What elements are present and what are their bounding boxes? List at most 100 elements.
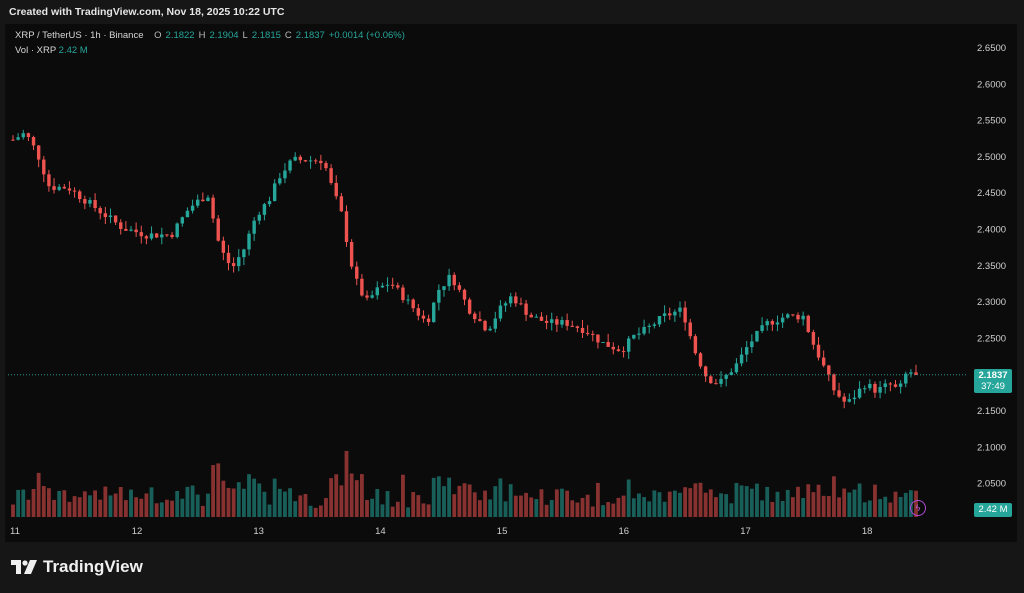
candle-body [144,236,149,239]
candle-body [380,285,385,288]
candle-body [744,347,749,355]
volume-bar [801,497,806,517]
x-axis-tick-label: 16 [619,526,630,537]
volume-bar [16,489,21,517]
candle-body [780,317,785,323]
candle-body [385,284,390,286]
candle-body [16,137,20,140]
high-label: H [198,30,206,41]
x-axis-tick-label: 11 [10,526,20,537]
volume-bar [734,483,739,517]
volume-bar [642,497,646,517]
x-axis-tick-label: 18 [862,526,873,537]
volume-bar [616,497,621,517]
volume-bar [375,489,380,517]
candle-body [909,372,913,374]
candle-body [139,232,143,237]
volume-bar [416,495,421,517]
volume-bar [744,486,749,517]
candle-body [529,314,533,318]
candle-body [283,170,287,179]
volume-bar [82,491,87,517]
candle-body [47,174,51,187]
volume-bar [149,487,154,517]
volume-bar [729,503,734,517]
volume-bar [667,491,672,517]
candle-body [303,160,308,162]
candle-body [247,233,251,250]
candle-body [52,186,56,190]
candle-body [190,205,195,211]
volume-bar [580,497,585,517]
x-axis-tick-label: 15 [497,526,508,537]
y-axis-tick-label: 2.5500 [977,116,1006,127]
candle-body [816,344,821,358]
volume-bar [47,488,51,517]
candle-body [432,302,436,323]
candle-body [324,163,328,169]
candle-body [278,178,282,184]
candle-body [688,322,692,337]
volume-bar [570,500,575,517]
volume-bar [842,488,847,517]
volume-bar [180,498,185,517]
volume-bar [154,503,159,517]
volume-bar [344,450,349,517]
low-label: L [242,30,248,41]
volume-bar [406,507,410,517]
candle-body [416,308,421,316]
candle-body [898,383,903,387]
volume-bar [498,478,503,517]
volume-bar [349,473,354,517]
open-value: 2.1822 [165,30,195,41]
candle-body [914,372,918,375]
candle-body [457,285,462,290]
candle-body [252,220,256,234]
lightning-bolt-icon[interactable]: ϟ [910,500,926,516]
volume-bar [585,494,590,517]
volume-bar [67,501,72,517]
candle-body [544,320,549,323]
candle-body [360,278,364,296]
candle-body [791,314,795,316]
volume-bar [241,488,246,517]
candle-body [77,191,82,200]
volume-legend-label[interactable]: Vol · XRP [15,45,57,56]
tradingview-logo[interactable]: TradingView [11,557,143,577]
candle-body [580,327,585,333]
volume-value-tag: 2.42 M [974,503,1012,517]
volume-bar [118,487,123,517]
candle-body [185,210,190,218]
candle-body [765,321,769,326]
volume-bar [765,486,770,517]
volume-bar [606,502,611,517]
symbol-label[interactable]: XRP / TetherUS · 1h · Binance [15,30,144,41]
volume-bar [462,483,467,517]
volume-bar [862,502,867,517]
volume-bar [129,489,133,517]
volume-bar [354,480,359,517]
volume-bar [211,465,215,517]
y-axis-tick-label: 2.1000 [977,442,1006,453]
candle-body [119,222,123,229]
candle-body [750,341,754,348]
volume-legend-value: 2.42 M [58,45,88,56]
volume-bar [123,500,128,517]
candle-body [673,311,677,316]
candle-body [683,307,687,323]
chart-area[interactable] [5,24,1017,542]
volume-bar [452,494,457,517]
candle-body [847,399,852,402]
candle-body [11,139,15,141]
candle-body [575,326,580,328]
volume-bar [267,504,272,517]
candle-body [180,217,185,224]
candle-body [483,320,487,331]
volume-bar [596,482,600,517]
candle-body [555,319,559,325]
high-value: 2.1904 [209,30,239,41]
volume-bar [385,491,390,517]
candle-body [344,211,349,243]
volume-bar [703,492,708,517]
